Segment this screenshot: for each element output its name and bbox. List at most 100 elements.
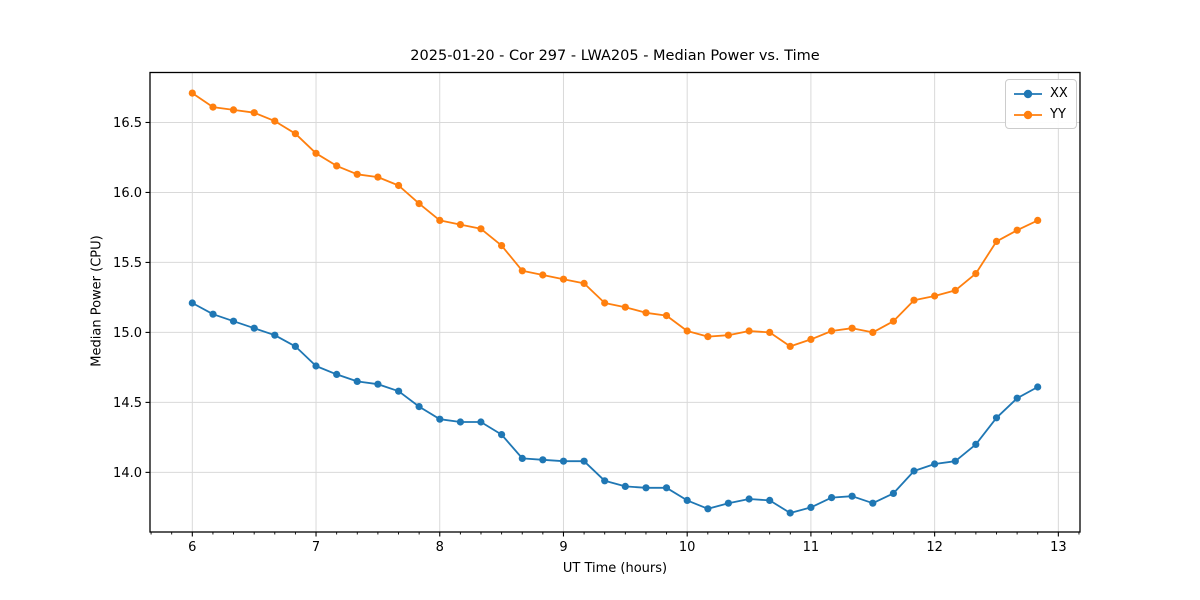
data-point-yy xyxy=(889,317,898,325)
data-point-xx xyxy=(683,496,691,504)
data-point-xx xyxy=(745,495,753,503)
x-tick-label: 9 xyxy=(559,540,567,555)
data-point-yy xyxy=(972,270,980,278)
data-point-yy xyxy=(601,299,609,307)
y-tick-label: 14.5 xyxy=(113,396,142,411)
chart-title: 2025-01-20 - Cor 297 - LWA205 - Median P… xyxy=(410,48,820,64)
data-point-xx xyxy=(539,456,547,464)
data-point-yy xyxy=(291,130,299,138)
data-point-yy xyxy=(766,328,774,336)
data-point-yy xyxy=(1013,226,1021,234)
data-point-xx xyxy=(869,499,877,507)
data-point-yy xyxy=(910,296,918,304)
data-point-yy xyxy=(662,312,671,320)
x-tick-label: 10 xyxy=(679,540,696,555)
legend-label-yy: YY xyxy=(1050,107,1066,122)
x-tick-label: 7 xyxy=(312,540,320,555)
x-axis-label: UT Time (hours) xyxy=(562,561,668,576)
legend-line-marker-yy-icon xyxy=(1014,110,1042,119)
data-point-xx xyxy=(333,370,341,378)
series-line-xx xyxy=(191,302,1039,514)
legend: XX YY xyxy=(1005,79,1077,129)
data-point-yy xyxy=(250,109,258,117)
data-point-xx xyxy=(209,310,217,318)
data-point-xx xyxy=(395,387,403,395)
data-point-xx xyxy=(374,380,382,388)
data-point-xx xyxy=(229,317,238,325)
data-point-yy xyxy=(518,267,526,275)
data-point-xx xyxy=(931,460,939,468)
data-point-xx xyxy=(992,414,1001,422)
y-tick-label: 16.5 xyxy=(113,116,142,131)
data-point-yy xyxy=(539,271,547,279)
data-point-yy xyxy=(477,225,485,233)
data-point-yy xyxy=(395,181,403,190)
data-point-yy xyxy=(374,173,382,181)
data-point-yy xyxy=(333,162,341,170)
data-point-xx xyxy=(498,431,506,439)
data-point-yy xyxy=(828,327,836,335)
y-tick-label: 14.0 xyxy=(113,466,142,481)
data-point-xx xyxy=(456,418,464,426)
data-point-yy xyxy=(869,328,877,336)
data-point-xx xyxy=(580,457,588,465)
data-point-yy xyxy=(456,221,464,229)
data-point-yy xyxy=(1034,216,1042,224)
data-point-yy xyxy=(931,292,939,300)
legend-entry-yy: YY xyxy=(1013,105,1068,124)
x-tick-label: 11 xyxy=(803,540,820,555)
data-point-yy xyxy=(188,89,196,97)
data-point-xx xyxy=(477,418,485,426)
plot-border xyxy=(149,71,1081,533)
legend-line-marker-xx-icon xyxy=(1014,89,1042,98)
data-point-xx xyxy=(312,362,320,370)
y-axis-label: Median Power (CPU) xyxy=(89,235,105,367)
data-point-yy xyxy=(559,275,568,283)
data-point-xx xyxy=(910,467,918,475)
data-point-yy xyxy=(271,117,279,125)
data-point-xx xyxy=(704,505,712,513)
data-point-yy xyxy=(745,327,753,335)
x-tick-label: 13 xyxy=(1050,540,1067,555)
data-point-yy xyxy=(951,286,959,294)
data-point-xx xyxy=(766,496,774,504)
data-point-xx xyxy=(436,415,444,423)
data-point-xx xyxy=(353,377,361,385)
data-point-xx xyxy=(848,492,856,500)
data-point-xx xyxy=(951,457,959,465)
data-point-xx xyxy=(271,331,279,339)
data-point-xx xyxy=(601,477,609,485)
data-point-yy xyxy=(415,200,423,208)
data-point-xx xyxy=(1034,383,1042,391)
data-point-xx xyxy=(518,454,526,462)
data-point-yy xyxy=(436,216,444,224)
data-point-yy xyxy=(683,327,691,335)
data-point-xx xyxy=(415,403,423,411)
data-point-yy xyxy=(353,170,361,178)
data-point-xx xyxy=(188,299,196,307)
data-point-xx xyxy=(972,440,980,448)
legend-label-xx: XX xyxy=(1050,86,1068,101)
data-point-yy xyxy=(498,242,506,250)
data-point-yy xyxy=(642,309,650,317)
series-line-yy xyxy=(191,92,1039,348)
data-point-xx xyxy=(250,324,258,332)
data-point-yy xyxy=(621,303,629,311)
data-point-xx xyxy=(291,342,299,350)
data-point-xx xyxy=(889,489,898,497)
y-tick-label: 15.5 xyxy=(113,256,142,271)
x-tick-label: 8 xyxy=(436,540,444,555)
data-point-xx xyxy=(559,457,568,465)
data-point-yy xyxy=(786,342,794,350)
data-point-yy xyxy=(209,103,217,111)
legend-entry-xx: XX xyxy=(1013,84,1068,103)
data-point-yy xyxy=(724,331,733,339)
data-point-xx xyxy=(828,494,836,502)
y-tick-label: 15.0 xyxy=(113,326,142,341)
data-point-yy xyxy=(229,106,238,114)
data-point-xx xyxy=(1013,394,1021,402)
data-point-xx xyxy=(807,503,815,511)
data-point-yy xyxy=(704,333,712,341)
